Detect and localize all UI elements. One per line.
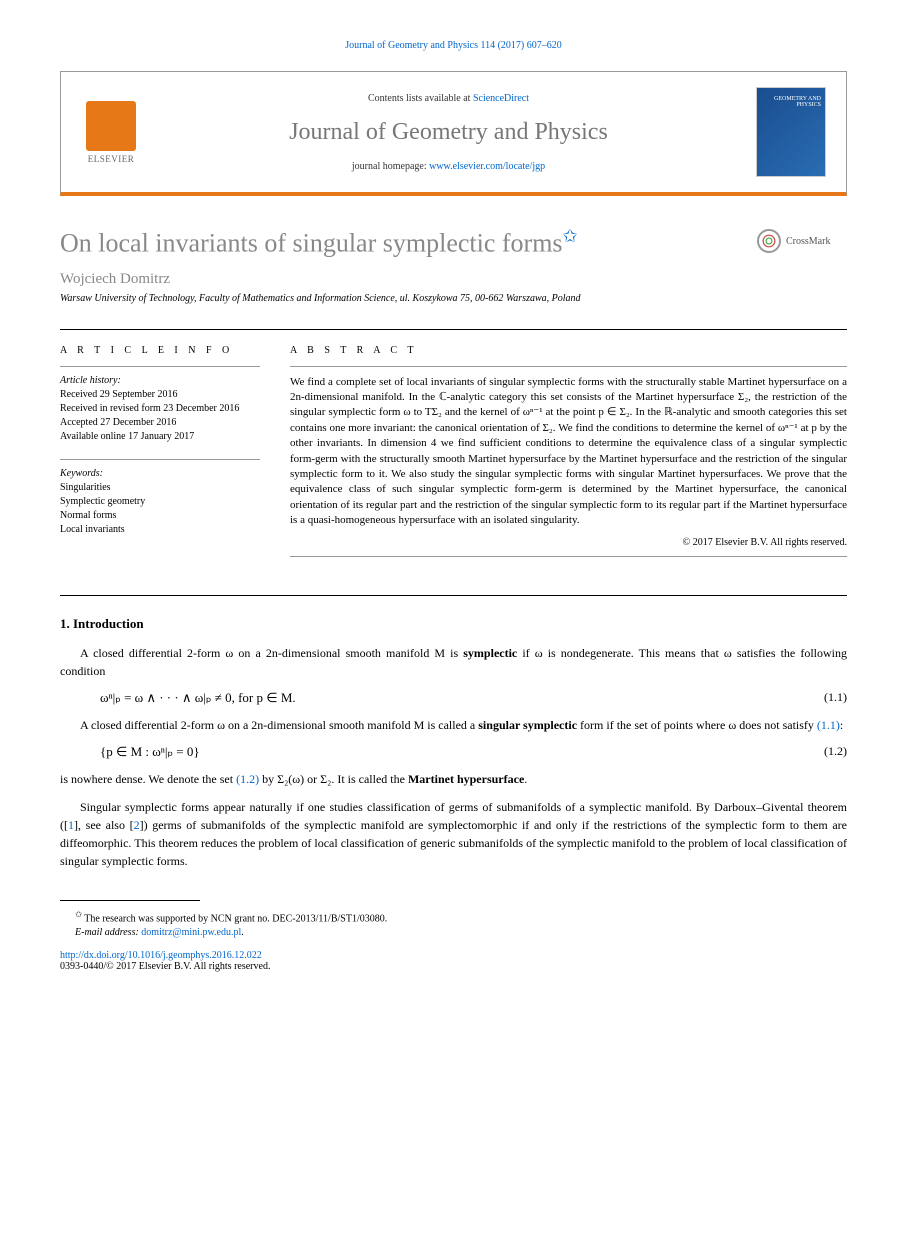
article-history-block: Article history: Received 29 September 2… (60, 375, 260, 444)
keyword: Local invariants (60, 523, 260, 537)
abstract-divider (290, 556, 847, 557)
email-footnote: E-mail address: domitrz@mini.pw.edu.pl. (60, 926, 847, 940)
funding-footnote: ✩ The research was supported by NCN gran… (60, 909, 847, 926)
title-row: On local invariants of singular symplect… (60, 226, 847, 271)
bold-term: Martinet hypersurface (408, 772, 524, 786)
title-text: On local invariants of singular symplect… (60, 229, 563, 258)
text: : (840, 718, 843, 732)
keywords-heading: Keywords: (60, 468, 260, 479)
elsevier-logo: ELSEVIER (81, 97, 141, 167)
homepage-prefix: journal homepage: (352, 161, 429, 172)
text: ], see also [ (74, 818, 134, 832)
text: A closed differential 2-form ω on a 2n-d… (80, 646, 463, 660)
section-divider (60, 595, 847, 596)
abstract-text: We find a complete set of local invarian… (290, 375, 847, 529)
elsevier-tree-icon (86, 101, 136, 151)
equation-formula: ωⁿ|ₚ = ω ∧ · · · ∧ ω|ₚ ≠ 0, for p ∈ M. (100, 690, 296, 706)
equation-1-2: {p ∈ M : ωⁿ|ₚ = 0} (1.2) (100, 744, 847, 760)
abstract-column: A B S T R A C T We find a complete set o… (290, 345, 847, 565)
journal-reference: Journal of Geometry and Physics 114 (201… (60, 40, 847, 51)
text: form if the set of points where ω does n… (577, 718, 817, 732)
info-divider (60, 366, 260, 367)
info-divider (60, 459, 260, 460)
journal-header: ELSEVIER Contents lists available at Sci… (60, 71, 847, 196)
journal-cover-thumbnail: GEOMETRY AND PHYSICS (756, 87, 826, 177)
keyword: Symplectic geometry (60, 495, 260, 509)
keyword: Singularities (60, 481, 260, 495)
contents-available: Contents lists available at ScienceDirec… (161, 93, 736, 104)
intro-paragraph-4: Singular symplectic forms appear natural… (60, 798, 847, 870)
text: A closed differential 2-form ω on a 2n-d… (80, 718, 478, 732)
crossmark-label: CrossMark (786, 236, 830, 247)
keyword: Normal forms (60, 509, 260, 523)
title-footnote-marker: ✩ (563, 226, 578, 246)
author-affiliation: Warsaw University of Technology, Faculty… (60, 293, 847, 304)
elsevier-label: ELSEVIER (88, 154, 135, 164)
email-link[interactable]: domitrz@mini.pw.edu.pl (141, 927, 241, 938)
bold-term: singular symplectic (478, 718, 577, 732)
doi-link[interactable]: http://dx.doi.org/10.1016/j.geomphys.201… (60, 950, 847, 961)
history-line: Received 29 September 2016 (60, 388, 260, 402)
homepage-link[interactable]: www.elsevier.com/locate/jgp (429, 161, 545, 172)
crossmark-badge[interactable]: CrossMark (757, 226, 847, 256)
equation-number: (1.2) (824, 744, 847, 759)
abstract-divider (290, 366, 847, 367)
text: . (524, 772, 527, 786)
footnote-divider (60, 900, 200, 901)
article-title: On local invariants of singular symplect… (60, 226, 578, 259)
article-info-heading: A R T I C L E I N F O (60, 345, 260, 356)
keywords-block: Keywords: Singularities Symplectic geome… (60, 468, 260, 537)
intro-paragraph-2: A closed differential 2-form ω on a 2n-d… (60, 716, 847, 734)
history-line: Received in revised form 23 December 201… (60, 402, 260, 416)
footnote-marker: ✩ (75, 910, 82, 919)
text: is nowhere dense. We denote the set (60, 772, 236, 786)
crossmark-icon (757, 229, 781, 253)
sciencedirect-link[interactable]: ScienceDirect (473, 93, 529, 104)
email-label: E-mail address: (75, 927, 141, 938)
equation-number: (1.1) (824, 690, 847, 705)
info-abstract-row: A R T I C L E I N F O Article history: R… (60, 345, 847, 565)
footer-copyright: 0393-0440/© 2017 Elsevier B.V. All right… (60, 961, 847, 972)
text: ]) germs of submanifolds of the symplect… (60, 818, 847, 868)
author-name: Wojciech Domitrz (60, 271, 847, 288)
divider (60, 329, 847, 330)
intro-paragraph-3: is nowhere dense. We denote the set (1.2… (60, 770, 847, 788)
text: by Σ₂(ω) or Σ₂. It is called the (259, 772, 408, 786)
history-line: Available online 17 January 2017 (60, 430, 260, 444)
equation-formula: {p ∈ M : ωⁿ|ₚ = 0} (100, 744, 200, 760)
abstract-copyright: © 2017 Elsevier B.V. All rights reserved… (290, 537, 847, 548)
header-center: Contents lists available at ScienceDirec… (161, 93, 736, 172)
article-info-column: A R T I C L E I N F O Article history: R… (60, 345, 260, 565)
footnote-text: The research was supported by NCN grant … (82, 913, 387, 924)
intro-paragraph-1: A closed differential 2-form ω on a 2n-d… (60, 644, 847, 680)
equation-1-1: ωⁿ|ₚ = ω ∧ · · · ∧ ω|ₚ ≠ 0, for p ∈ M. (… (100, 690, 847, 706)
section-1-heading: 1. Introduction (60, 616, 847, 632)
abstract-heading: A B S T R A C T (290, 345, 847, 356)
journal-homepage: journal homepage: www.elsevier.com/locat… (161, 161, 736, 172)
equation-reference[interactable]: (1.1) (817, 718, 840, 732)
history-heading: Article history: (60, 375, 260, 386)
bold-term: symplectic (463, 646, 517, 660)
text: . (241, 927, 244, 938)
equation-reference[interactable]: (1.2) (236, 772, 259, 786)
contents-prefix: Contents lists available at (368, 93, 473, 104)
history-line: Accepted 27 December 2016 (60, 416, 260, 430)
journal-title: Journal of Geometry and Physics (161, 119, 736, 146)
